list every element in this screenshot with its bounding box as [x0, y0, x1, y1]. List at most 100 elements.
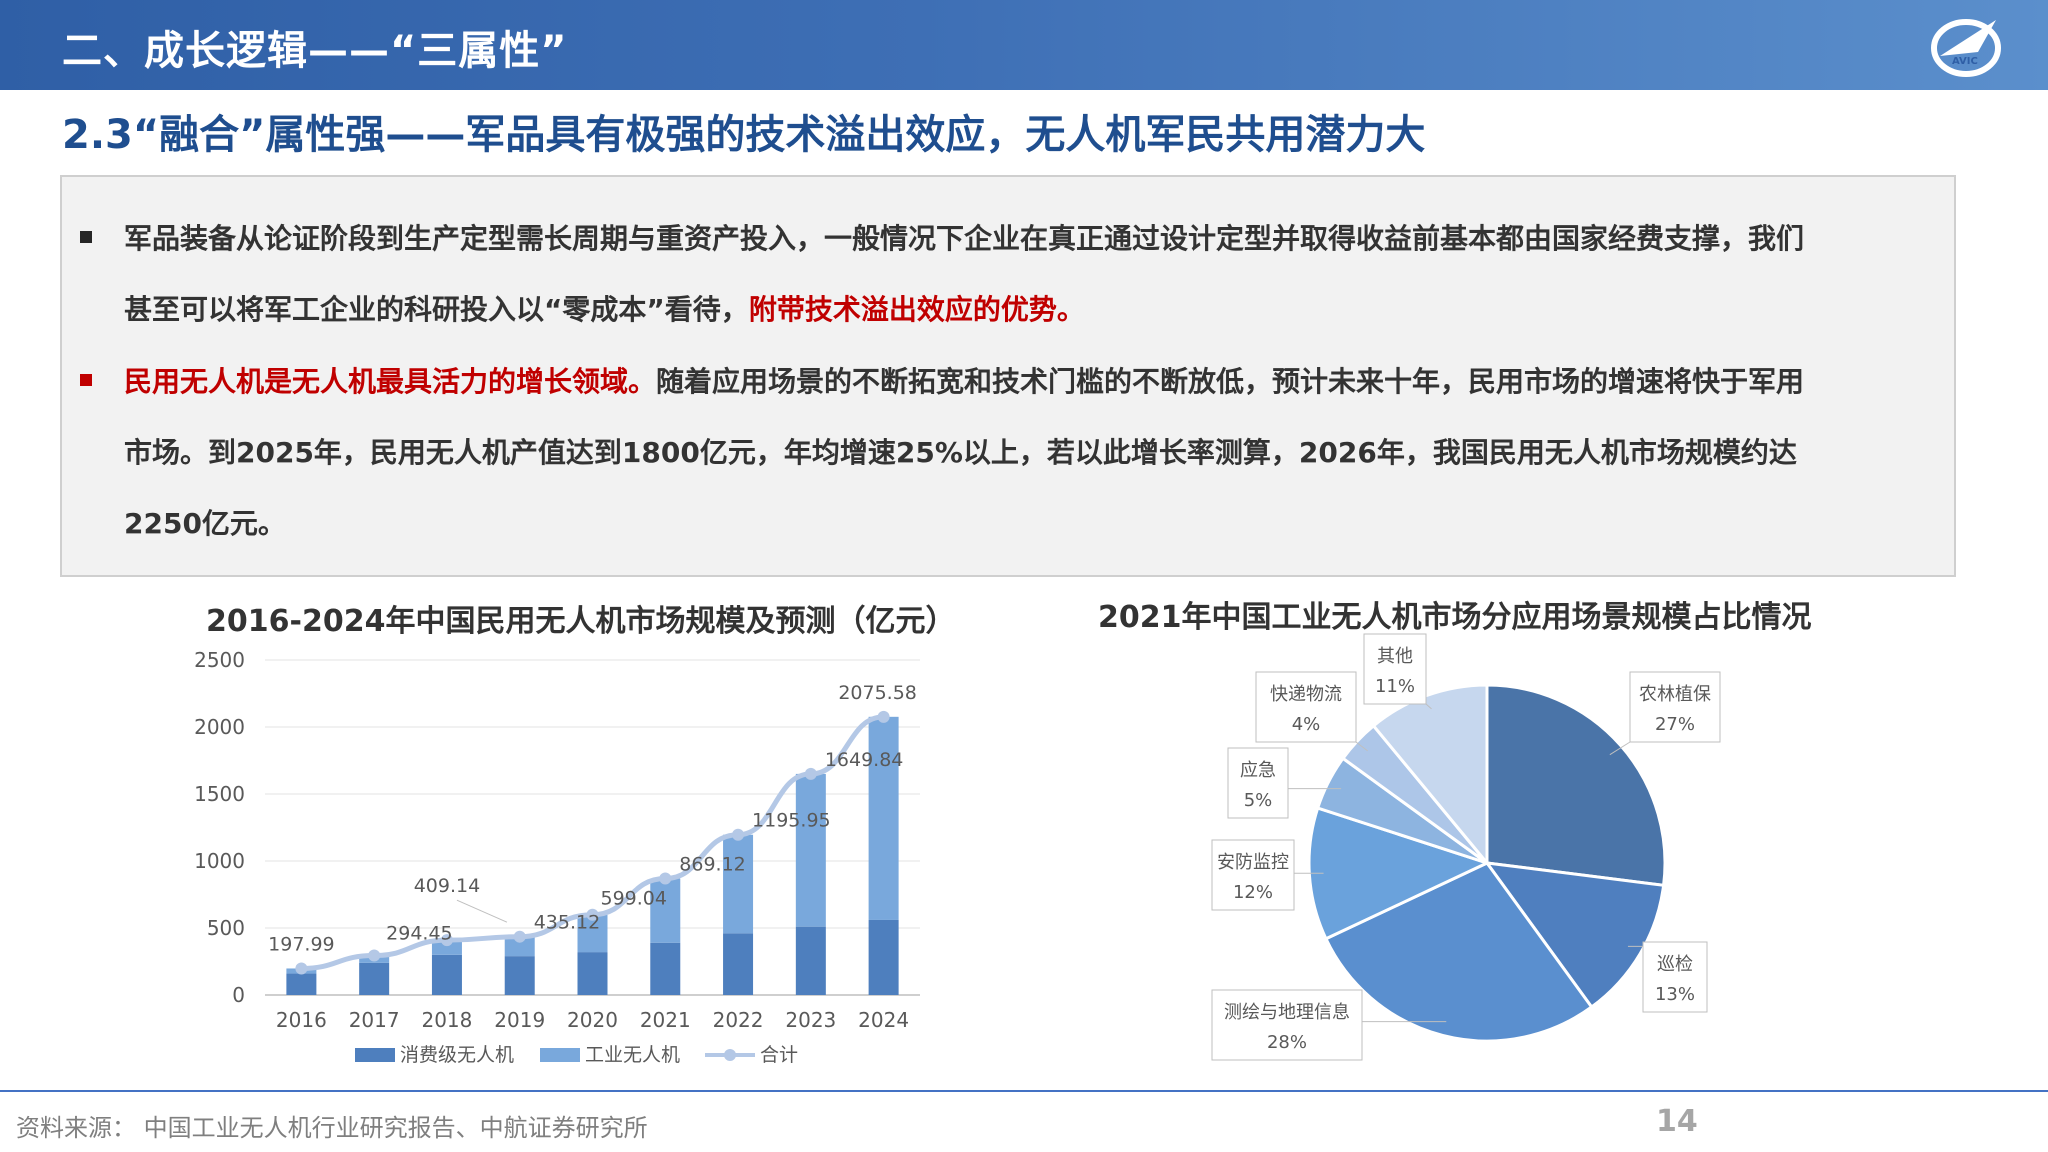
legend-label: 消费级无人机	[400, 1044, 514, 1066]
slice-percent: 28%	[1267, 1032, 1307, 1053]
total-point	[586, 908, 599, 921]
data-label: 599.04	[601, 888, 667, 910]
slice-label: 安防监控	[1217, 852, 1289, 873]
x-tick-label: 2021	[640, 1008, 691, 1032]
callout-box	[1211, 839, 1295, 911]
slice-percent: 11%	[1375, 676, 1415, 697]
bar-industrial	[431, 940, 462, 955]
callout-box	[1227, 747, 1289, 819]
callout-box	[1642, 941, 1708, 1013]
pie-slice	[1323, 861, 1594, 1043]
y-tick-label: 1500	[194, 782, 245, 806]
y-tick-label: 1000	[194, 849, 245, 873]
p2-line-3: 2250亿元。	[124, 507, 286, 540]
p2-line-2: 市场。到2025年，民用无人机产值达到1800亿元，年均增速25%以上，若以此增…	[124, 436, 1797, 469]
bar-consumer	[868, 919, 899, 995]
pie-slice	[1371, 683, 1489, 868]
bar-industrial	[795, 773, 826, 927]
paragraph-1: 军品装备从论证阶段到生产定型需长周期与重资产投入，一般情况下企业在真正通过设计定…	[124, 203, 1924, 345]
bar-chart: 0 500 1000 1500 2000 2500 2016 2017 2018 2019 2020…	[194, 648, 920, 1066]
y-tick-label: 2000	[194, 715, 245, 739]
x-tick-label: 2023	[785, 1008, 836, 1032]
total-point	[877, 710, 890, 723]
bar-consumer	[795, 926, 826, 995]
bar-consumer	[723, 933, 754, 995]
x-tick-label: 2016	[276, 1008, 327, 1032]
slice-label: 农林植保	[1639, 684, 1711, 705]
total-point	[804, 767, 817, 780]
bar-chart-title: 2016-2024年中国民用无人机市场规模及预测（亿元）	[206, 604, 956, 639]
p2-highlight: 民用无人机是无人机最具活力的增长领域。	[124, 365, 657, 398]
legend-swatch-industrial	[540, 1048, 580, 1062]
callout-box	[1629, 671, 1721, 743]
footer-divider	[0, 1090, 2048, 1092]
pie-slice	[1483, 861, 1666, 1010]
slice-percent: 13%	[1655, 984, 1695, 1005]
y-tick-label: 0	[232, 983, 245, 1007]
bar-consumer	[286, 973, 317, 995]
legend-swatch-total-dot	[724, 1049, 736, 1061]
x-tick-label: 2022	[713, 1008, 764, 1032]
bullet-square-icon	[80, 231, 92, 243]
y-tick-label: 2500	[194, 648, 245, 672]
callout-box	[1363, 633, 1427, 705]
callout-box	[1211, 989, 1363, 1061]
data-label: 1195.95	[752, 810, 831, 832]
legend-swatch-consumer	[355, 1048, 395, 1062]
total-point	[440, 934, 453, 947]
label-leader-line	[456, 899, 508, 923]
callout-leader-line	[1609, 741, 1631, 756]
slice-label: 测绘与地理信息	[1224, 1002, 1350, 1023]
bar-industrial	[723, 834, 754, 934]
y-tick-label: 500	[207, 916, 245, 940]
bar-industrial	[504, 936, 535, 957]
total-point	[295, 962, 308, 975]
x-tick-label: 2020	[567, 1008, 618, 1032]
x-tick-label: 2019	[494, 1008, 545, 1032]
data-label: 869.12	[679, 854, 745, 876]
pie-slice	[1485, 683, 1667, 887]
data-label: 409.14	[414, 875, 480, 897]
data-label: 197.99	[268, 933, 334, 955]
p1-highlight: 附带技术溢出效应的优势。	[748, 293, 1085, 326]
callout-leader-line	[1355, 741, 1368, 752]
slice-label: 应急	[1240, 760, 1276, 781]
source-note: 资料来源： 中国工业无人机行业研究报告、中航证券研究所	[16, 1114, 648, 1142]
pie-chart-title: 2021年中国工业无人机市场分应用场景规模占比情况	[1098, 600, 1812, 635]
x-tick-label: 2017	[349, 1008, 400, 1032]
page-number: 14	[1656, 1104, 1698, 1139]
slice-percent: 12%	[1233, 882, 1273, 903]
paragraph-2: 民用无人机是无人机最具活力的增长领域。随着应用场景的不断拓宽和技术门槛的不断放低…	[124, 346, 1924, 559]
total-point	[368, 949, 381, 962]
bar-consumer	[650, 942, 681, 995]
data-label: 1649.84	[825, 749, 904, 771]
bullet-square-red-icon	[80, 374, 92, 386]
x-tick-label: 2018	[421, 1008, 472, 1032]
summary-box	[60, 175, 1956, 577]
legend-label: 工业无人机	[585, 1044, 680, 1066]
avic-logo-icon: AVIC	[1931, 19, 2001, 77]
p1-line-1: 军品装备从论证阶段到生产定型需长周期与重资产投入，一般情况下企业在真正通过设计定…	[124, 222, 1805, 255]
bar-consumer	[431, 954, 462, 995]
slice-label: 其他	[1377, 646, 1413, 667]
slice-percent: 27%	[1655, 714, 1695, 735]
p2-line-1: 民用无人机是无人机最具活力的增长领域。随着应用场景的不断拓宽和技术门槛的不断放低…	[124, 346, 1924, 417]
total-point	[513, 930, 526, 943]
p2-text: 随着应用场景的不断拓宽和技术门槛的不断放低，预计未来十年，民用市场的增速将快于军…	[656, 365, 1805, 398]
slice-label: 快递物流	[1270, 684, 1342, 705]
logo-text: AVIC	[1952, 56, 1978, 67]
slice-percent: 5%	[1244, 790, 1273, 811]
bar-consumer	[504, 956, 535, 995]
slice-label: 巡检	[1657, 954, 1693, 975]
legend-label: 合计	[760, 1044, 798, 1066]
slice-percent: 4%	[1292, 714, 1321, 735]
page-subtitle: 2.3“融合”属性强——军品具有极强的技术溢出效应，无人机军民共用潜力大	[62, 112, 1426, 158]
bar-industrial	[868, 716, 899, 920]
data-label: 294.45	[386, 923, 452, 945]
section-title: 二、成长逻辑——“三属性”	[62, 28, 568, 74]
bar-consumer	[577, 952, 608, 995]
bar-consumer	[359, 962, 390, 995]
p1-line-2: 甚至可以将军工企业的科研投入以“零成本”看待，附带技术溢出效应的优势。	[124, 274, 1924, 345]
bar-industrial	[650, 878, 681, 943]
header-bar: 二、成长逻辑——“三属性” AVIC	[0, 0, 2048, 90]
